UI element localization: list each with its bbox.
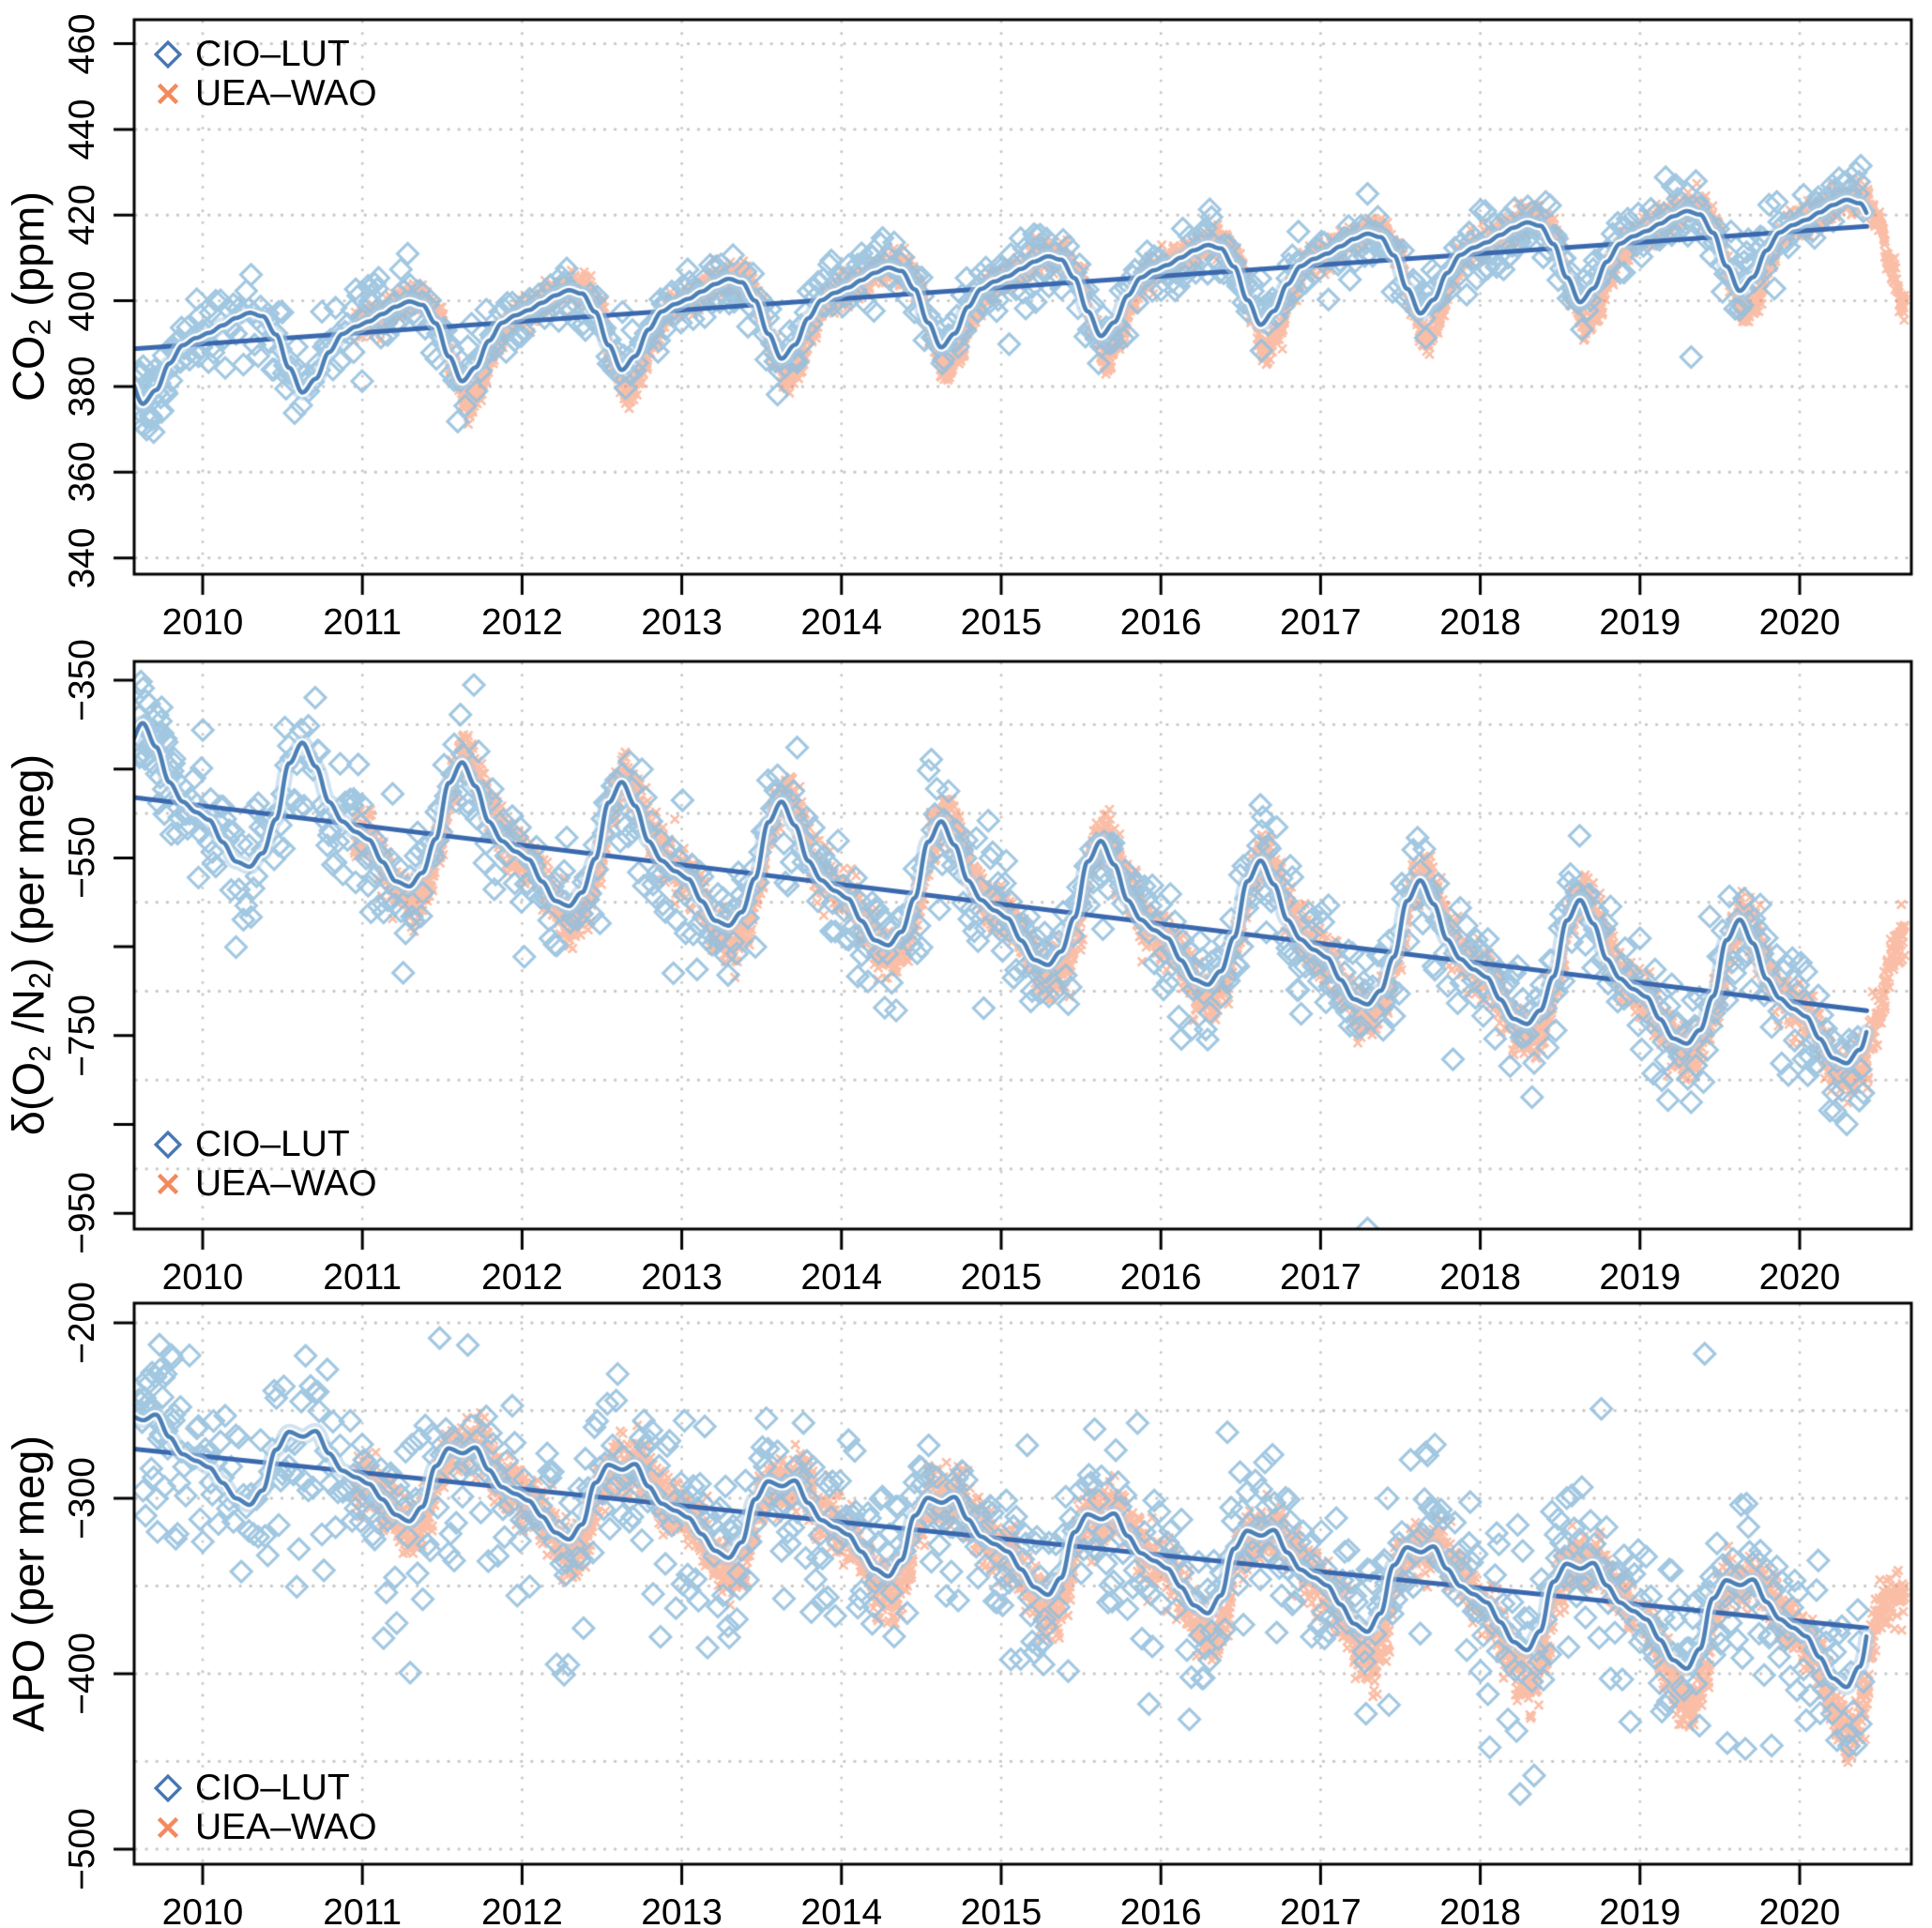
x-tick-label: 2017 — [1280, 1257, 1362, 1298]
co2-legend: CIO–LUT UEA–WAO — [153, 34, 377, 114]
x-tick-label: 2019 — [1599, 1257, 1681, 1298]
y-tick-label: 380 — [62, 356, 102, 417]
legend-item-uea-wao: UEA–WAO — [153, 1807, 377, 1847]
legend-item-uea-wao: UEA–WAO — [153, 73, 377, 114]
y-tick-label: −400 — [62, 1632, 102, 1715]
y-tick-label: −350 — [62, 639, 102, 721]
legend-item-cio-lut: CIO–LUT — [153, 1768, 377, 1808]
x-tick-label: 2018 — [1439, 602, 1521, 643]
y-tick-label: 360 — [62, 441, 102, 503]
x-tick-label: 2020 — [1758, 1892, 1841, 1928]
x-tick-label: 2015 — [960, 1892, 1042, 1928]
x-tick-label: 2011 — [323, 602, 403, 643]
legend-label: UEA–WAO — [195, 1163, 377, 1204]
y-axis-title-subscript: 2 — [23, 318, 57, 336]
apo-y-axis-title: APO (per meg) — [3, 1435, 54, 1732]
y-axis-title-text: ) (per meg) — [3, 753, 53, 973]
x-marker-icon — [157, 1173, 179, 1195]
diamond-marker-icon — [153, 1773, 183, 1803]
legend-item-cio-lut: CIO–LUT — [153, 34, 377, 74]
x-tick-label: 2016 — [1119, 1892, 1202, 1928]
apo-legend: CIO–LUT UEA–WAO — [153, 1768, 377, 1847]
y-axis-title-text: (ppm) — [3, 190, 53, 319]
x-tick-label: 2020 — [1758, 1257, 1841, 1298]
y-axis-title-text: δ(O — [3, 1061, 53, 1136]
y-tick-label: −950 — [62, 1172, 102, 1255]
x-tick-label: 2014 — [800, 602, 883, 643]
y-tick-label: −500 — [62, 1807, 102, 1890]
diamond-marker-icon — [153, 39, 183, 69]
y-axis-title-text: /N — [3, 989, 53, 1046]
x-tick-label: 2019 — [1599, 1892, 1681, 1928]
y-axis-title-subscript: 2 — [23, 972, 57, 989]
x-tick-label: 2011 — [323, 1892, 403, 1928]
legend-item-uea-wao: UEA–WAO — [153, 1163, 377, 1204]
y-tick-label: −750 — [62, 994, 102, 1077]
x-tick-label: 2014 — [800, 1257, 883, 1298]
x-tick-label: 2017 — [1280, 1892, 1362, 1928]
y-tick-label: −300 — [62, 1456, 102, 1540]
x-tick-label: 2013 — [641, 602, 723, 643]
x-tick-label: 2010 — [161, 602, 244, 643]
x-marker-icon — [157, 1816, 179, 1839]
x-tick-label: 2012 — [481, 602, 563, 643]
x-tick-label: 2014 — [800, 1892, 883, 1928]
y-tick-label: 460 — [62, 13, 102, 75]
legend-item-cio-lut: CIO–LUT — [153, 1124, 377, 1164]
y-axis-title-text: CO — [3, 335, 53, 402]
o2n2-legend: CIO–LUT UEA–WAO — [153, 1124, 377, 1204]
y-axis-title-subscript: 2 — [23, 1045, 57, 1062]
x-tick-label: 2013 — [641, 1257, 723, 1298]
x-tick-label: 2016 — [1119, 602, 1202, 643]
legend-label: UEA–WAO — [195, 1807, 377, 1847]
y-tick-label: 340 — [62, 527, 102, 589]
diamond-marker-icon — [153, 1130, 183, 1160]
x-tick-label: 2019 — [1599, 602, 1681, 643]
x-tick-label: 2018 — [1439, 1257, 1521, 1298]
x-marker-icon — [157, 83, 179, 105]
x-tick-label: 2015 — [960, 602, 1042, 643]
y-tick-label: 400 — [62, 270, 102, 332]
y-tick-label: 440 — [62, 99, 102, 160]
legend-label: CIO–LUT — [195, 34, 350, 74]
x-tick-label: 2017 — [1280, 602, 1362, 643]
legend-label: UEA–WAO — [195, 73, 377, 114]
co2-y-axis-title: CO2 (ppm) — [3, 190, 57, 402]
x-tick-label: 2012 — [481, 1892, 563, 1928]
x-tick-label: 2013 — [641, 1892, 723, 1928]
x-tick-label: 2020 — [1758, 602, 1841, 643]
o2n2-y-axis-title: δ(O2 /N2) (per meg) — [3, 753, 57, 1136]
x-tick-label: 2016 — [1119, 1257, 1202, 1298]
x-tick-label: 2012 — [481, 1257, 563, 1298]
y-tick-label: −200 — [62, 1282, 102, 1364]
y-axis-title-text: APO (per meg) — [3, 1435, 53, 1733]
x-tick-label: 2018 — [1439, 1892, 1521, 1928]
x-tick-label: 2011 — [323, 1257, 403, 1298]
y-tick-label: 420 — [62, 184, 102, 246]
legend-label: CIO–LUT — [195, 1124, 350, 1164]
x-tick-label: 2010 — [161, 1257, 244, 1298]
x-tick-label: 2010 — [161, 1892, 244, 1928]
y-tick-label: −550 — [62, 816, 102, 900]
x-tick-label: 2015 — [960, 1257, 1042, 1298]
legend-label: CIO–LUT — [195, 1768, 350, 1808]
